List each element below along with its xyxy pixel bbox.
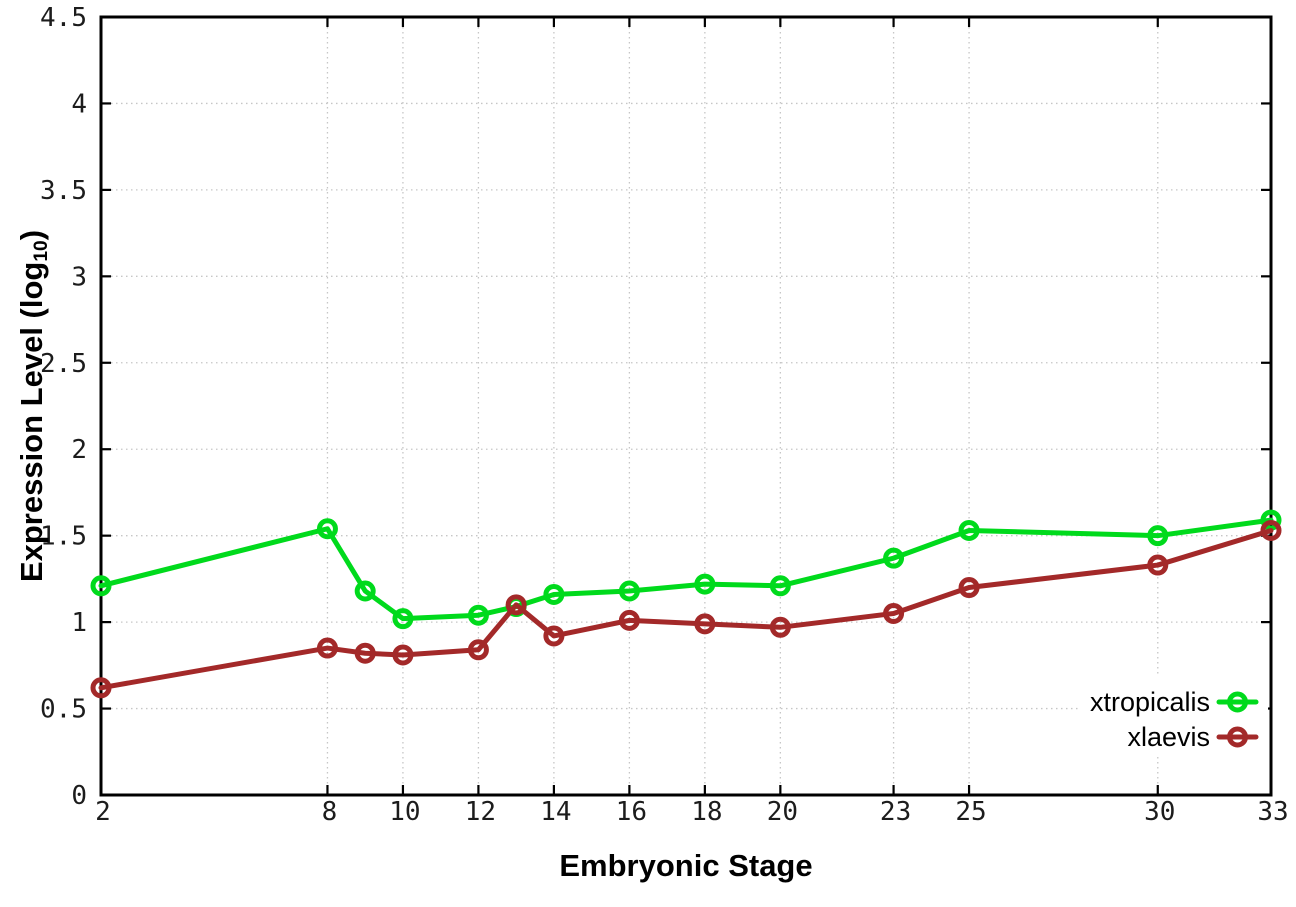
y-tick-label: 1 — [71, 608, 87, 638]
y-tick-label: 2.5 — [40, 349, 87, 379]
data-point-xlaevis-33 — [1260, 519, 1282, 541]
y-axis-title: Expression Level (log10) — [14, 229, 52, 583]
x-tick-label: 25 — [955, 797, 986, 827]
data-point-xlaevis-30 — [1147, 554, 1169, 576]
series-line-xtropicalis — [98, 517, 1274, 622]
data-point-xtropicalis-20 — [769, 575, 791, 597]
data-point-xlaevis-13 — [505, 594, 527, 616]
data-point-xtropicalis-14 — [543, 583, 565, 605]
x-tick-label: 30 — [1144, 797, 1175, 827]
data-point-xlaevis-16 — [618, 609, 640, 631]
data-point-xlaevis-2 — [90, 677, 112, 699]
data-point-xlaevis-10 — [392, 644, 414, 666]
data-point-xlaevis-25 — [958, 577, 980, 599]
y-tick-label: 4 — [71, 89, 87, 119]
legend-sample-marker-xlaevis — [1227, 726, 1248, 748]
y-axis-title-text: Expression Level (log — [14, 261, 49, 583]
legend-sample-marker-xtropicalis — [1227, 691, 1248, 713]
data-point-xtropicalis-2 — [90, 575, 112, 597]
data-point-xlaevis-23 — [883, 602, 905, 624]
y-tick-label: 0 — [71, 781, 87, 811]
data-point-xtropicalis-9 — [354, 580, 376, 602]
y-tick-label: 1.5 — [40, 522, 87, 552]
y-axis-title-close: ) — [14, 229, 49, 241]
data-point-xtropicalis-30 — [1147, 525, 1169, 547]
x-tick-label: 14 — [540, 797, 571, 827]
y-tick-label: 4.5 — [40, 3, 87, 33]
data-point-xtropicalis-12 — [467, 604, 489, 626]
x-axis-title: Embryonic Stage — [559, 848, 813, 883]
data-point-xlaevis-18 — [694, 613, 716, 635]
legend-label-xtropicalis: xtropicalis — [1090, 687, 1210, 717]
data-point-xtropicalis-16 — [618, 580, 640, 602]
legend-label-xlaevis: xlaevis — [1127, 722, 1210, 752]
data-point-xtropicalis-23 — [883, 547, 905, 569]
data-point-xtropicalis-8 — [316, 518, 338, 540]
x-tick-label: 12 — [465, 797, 496, 827]
y-tick-label: 3.5 — [40, 176, 87, 206]
data-point-xlaevis-12 — [467, 639, 489, 661]
y-tick-label: 2 — [71, 435, 87, 465]
series-line-xlaevis — [98, 527, 1274, 691]
data-point-xtropicalis-10 — [392, 608, 414, 630]
y-tick-label: 3 — [71, 262, 87, 292]
x-tick-label: 23 — [880, 797, 911, 827]
data-point-xlaevis-14 — [543, 625, 565, 647]
x-tick-label: 16 — [616, 797, 647, 827]
x-tick-label: 10 — [389, 797, 420, 827]
plot-border — [99, 15, 1273, 797]
data-point-xlaevis-9 — [354, 642, 376, 664]
legend-background — [1078, 674, 1268, 756]
x-tick-label: 18 — [691, 797, 722, 827]
data-point-xtropicalis-25 — [958, 519, 980, 541]
x-tick-label: 20 — [767, 797, 798, 827]
y-tick-label: 0.5 — [40, 695, 87, 725]
x-tick-label: 8 — [322, 797, 338, 827]
data-point-xlaevis-8 — [316, 637, 338, 659]
x-tick-label: 33 — [1257, 797, 1288, 827]
data-point-xlaevis-20 — [769, 616, 791, 638]
x-tick-label: 2 — [95, 797, 111, 827]
data-point-xtropicalis-18 — [694, 573, 716, 595]
y-axis-title-subscript: 10 — [30, 240, 52, 262]
